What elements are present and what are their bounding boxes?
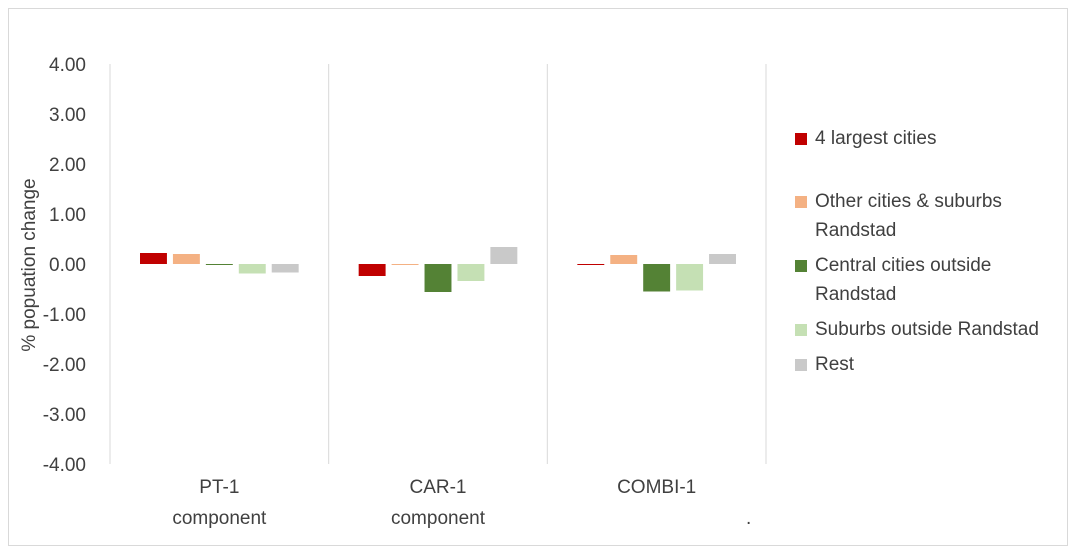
legend-label: Suburbs outside Randstad [815,319,1039,340]
legend-swatch [795,196,807,208]
category-label-line2: component [172,508,267,529]
bar [643,264,671,292]
legend-item: Other cities & suburbs Randstad [795,187,1065,245]
legend-swatch [795,260,807,272]
legend-label: Central cities outside Randstad [815,255,992,305]
bar [610,255,638,264]
legend-label: 4 largest cities [815,128,937,149]
category-label-line1: CAR-1 [409,477,466,498]
category-label-line2: component [391,508,486,529]
legend-label: Rest [815,354,855,375]
bar [140,253,167,264]
bar [358,264,386,276]
category-separators [109,64,767,464]
bar [172,254,200,264]
legend-item: 4 largest cities [795,124,1065,153]
legend-swatch [795,133,807,145]
bar [391,264,419,265]
category-label-line1: COMBI-1 [617,477,696,498]
chart-frame [8,8,1068,546]
category-labels: PT-1 component CAR-1 component COMBI-1. [172,477,751,529]
legend-swatch [795,324,807,336]
category-label-line2: . [746,508,751,529]
bar [577,264,605,265]
legend-label: Other cities & suburbs Randstad [815,191,1002,241]
bar [238,264,266,274]
y-tick-label: -4.00 [43,455,86,476]
legend-swatch [795,359,807,371]
bar [457,264,485,281]
bar [709,254,736,264]
y-tick-label: 2.00 [49,155,86,176]
y-tick-label: 4.00 [49,55,86,76]
bar [271,264,299,273]
legend-item: Rest [795,350,1065,379]
y-tick-label: 1.00 [49,205,86,226]
y-tick-label: 3.00 [49,105,86,126]
y-tick-label: 0.00 [49,255,86,276]
bar [424,264,452,292]
y-tick-label: -3.00 [43,405,86,426]
y-tick-label: -1.00 [43,305,86,326]
y-tick-label: -2.00 [43,355,86,376]
category-label-line1: PT-1 [199,477,239,498]
legend-item: Central cities outside Randstad [795,251,1065,309]
bar [490,247,518,264]
bar [205,264,233,265]
legend-item: Suburbs outside Randstad [795,315,1065,344]
y-axis-label: % popuation change [19,178,40,351]
bar [676,264,704,291]
bars [140,247,736,292]
y-axis: 4.00 3.00 2.00 1.00 0.00 -1.00 -2.00 -3.00 -4.00 [43,55,86,476]
legend: 4 largest cities Other cities & suburbs R… [795,124,1065,385]
